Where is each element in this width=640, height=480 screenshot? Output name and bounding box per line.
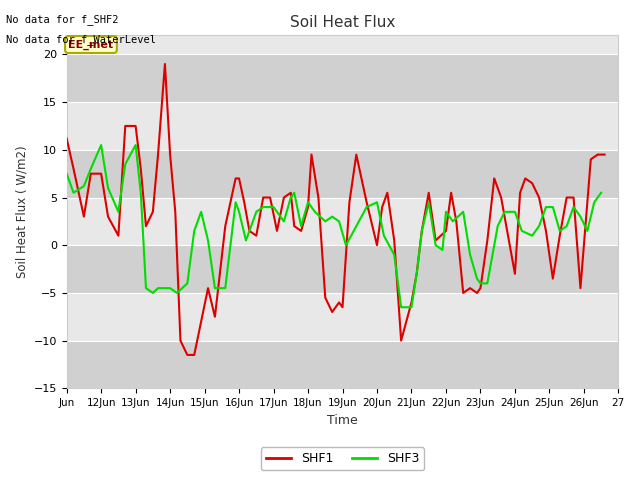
Bar bbox=[67, 341, 618, 388]
Legend: SHF1, SHF3: SHF1, SHF3 bbox=[260, 447, 424, 470]
Title: Soil Heat Flux: Soil Heat Flux bbox=[290, 15, 396, 30]
X-axis label: Time: Time bbox=[327, 414, 358, 427]
Y-axis label: Soil Heat Flux ( W/m2): Soil Heat Flux ( W/m2) bbox=[15, 145, 28, 278]
Bar bbox=[67, 54, 618, 102]
Text: EE_met: EE_met bbox=[68, 39, 113, 49]
Text: No data for f_SHF2: No data for f_SHF2 bbox=[6, 14, 119, 25]
Bar bbox=[67, 150, 618, 197]
Text: No data for f_WaterLevel: No data for f_WaterLevel bbox=[6, 34, 156, 45]
Bar bbox=[67, 245, 618, 293]
